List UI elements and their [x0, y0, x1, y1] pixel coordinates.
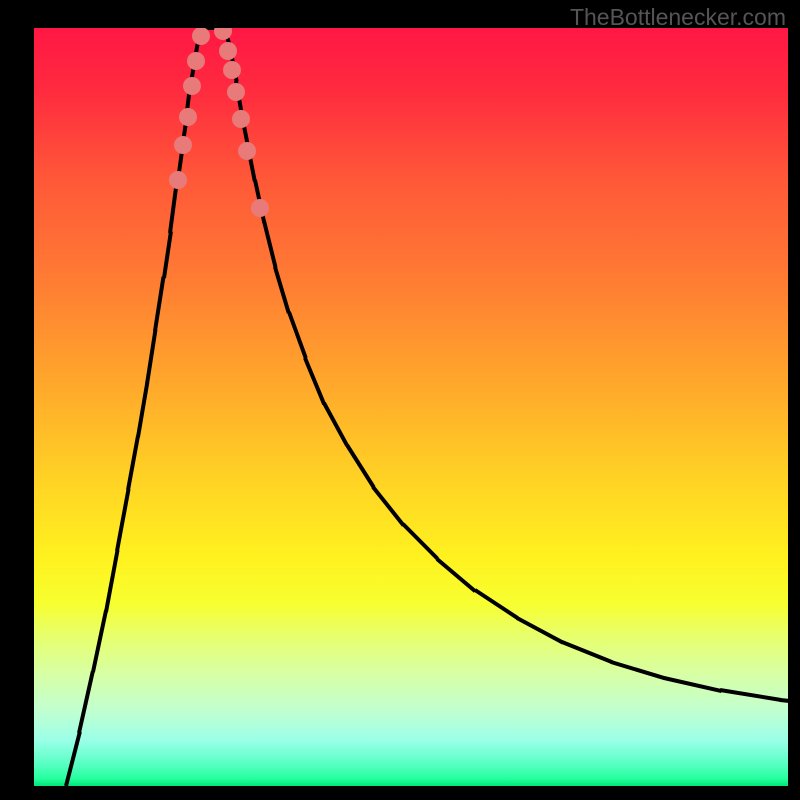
- data-point: [238, 142, 256, 160]
- data-point: [251, 199, 269, 217]
- gradient-background: [34, 28, 788, 786]
- watermark-text: TheBottlenecker.com: [570, 4, 786, 31]
- data-point: [223, 61, 241, 79]
- data-point: [219, 42, 237, 60]
- chart-canvas: TheBottlenecker.com: [0, 0, 800, 800]
- data-point: [169, 171, 187, 189]
- data-point: [179, 108, 197, 126]
- data-point: [183, 77, 201, 95]
- data-point: [174, 136, 192, 154]
- data-point: [187, 52, 205, 70]
- data-point: [232, 110, 250, 128]
- data-point: [227, 83, 245, 101]
- plot-area: [34, 28, 788, 786]
